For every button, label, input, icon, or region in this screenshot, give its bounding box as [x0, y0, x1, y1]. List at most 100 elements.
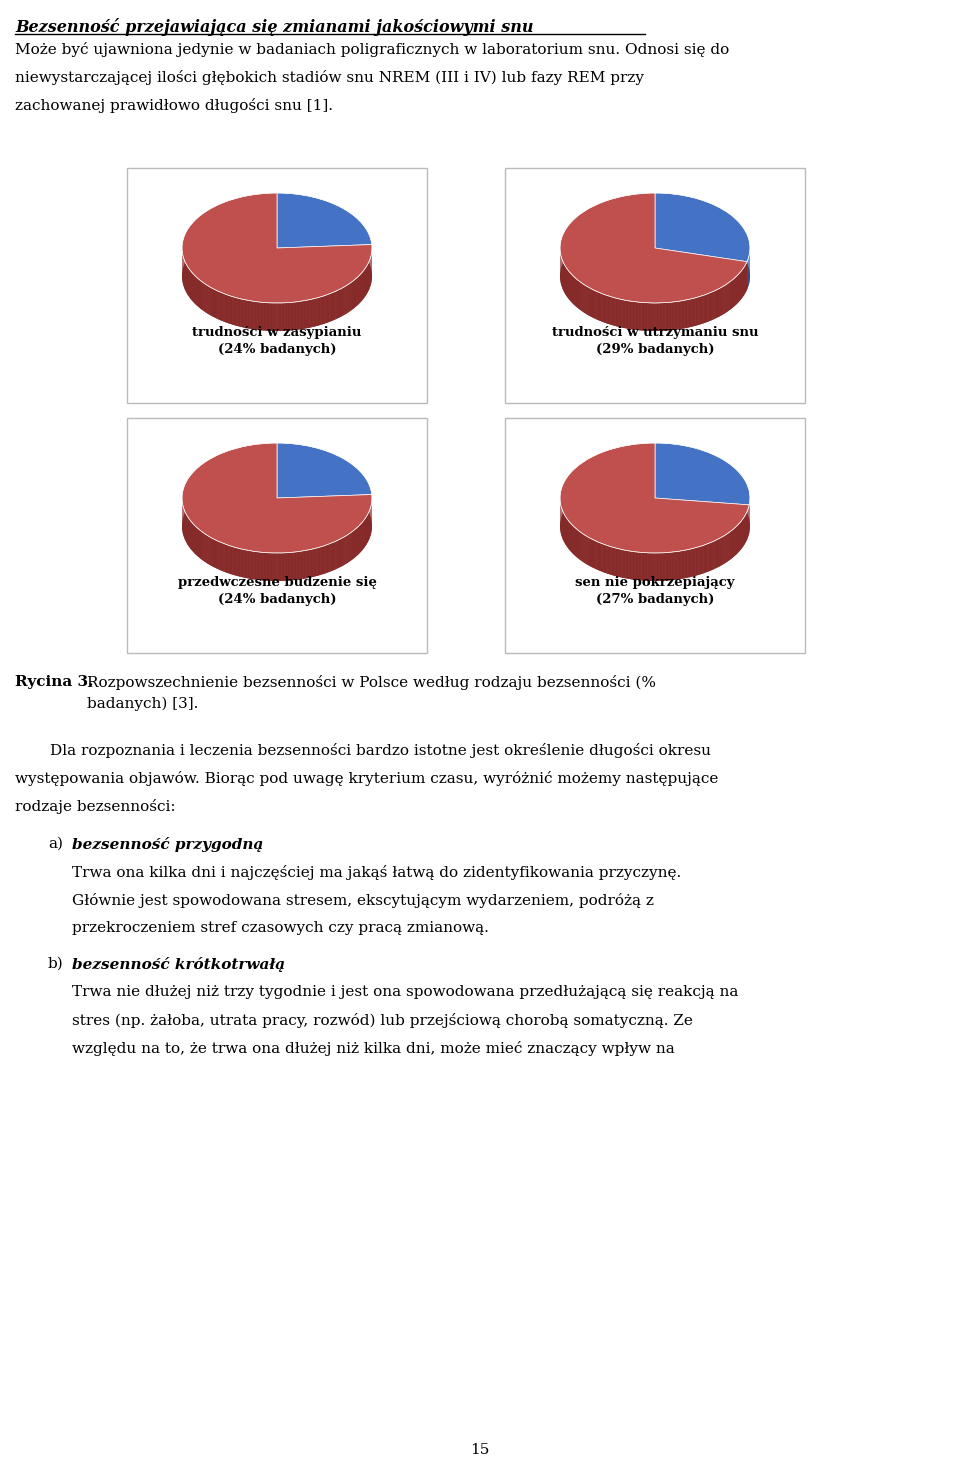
Polygon shape: [613, 548, 615, 575]
Polygon shape: [663, 553, 664, 581]
Polygon shape: [252, 550, 254, 580]
Polygon shape: [681, 301, 683, 328]
Polygon shape: [595, 540, 596, 569]
Polygon shape: [669, 302, 671, 330]
Polygon shape: [310, 299, 311, 327]
Polygon shape: [267, 302, 269, 331]
Text: trudności w zasypianiu: trudności w zasypianiu: [192, 326, 362, 339]
Polygon shape: [319, 298, 320, 326]
Polygon shape: [261, 302, 263, 330]
Polygon shape: [592, 539, 593, 568]
Polygon shape: [317, 548, 319, 575]
Polygon shape: [693, 548, 695, 577]
Polygon shape: [320, 546, 321, 575]
Polygon shape: [661, 302, 663, 331]
Polygon shape: [324, 295, 326, 324]
Polygon shape: [695, 298, 696, 326]
Polygon shape: [711, 542, 713, 571]
Polygon shape: [311, 549, 313, 577]
FancyBboxPatch shape: [505, 168, 805, 403]
Polygon shape: [271, 553, 272, 581]
Polygon shape: [706, 545, 707, 572]
Polygon shape: [336, 540, 337, 569]
Polygon shape: [705, 295, 706, 323]
Polygon shape: [218, 542, 219, 569]
Wedge shape: [277, 442, 372, 498]
Polygon shape: [304, 301, 306, 328]
Polygon shape: [279, 553, 280, 581]
Polygon shape: [666, 302, 668, 330]
Polygon shape: [340, 539, 341, 568]
Polygon shape: [650, 553, 651, 581]
FancyBboxPatch shape: [127, 418, 427, 653]
Polygon shape: [586, 536, 587, 565]
Polygon shape: [647, 302, 648, 331]
Polygon shape: [229, 295, 230, 324]
Polygon shape: [663, 302, 664, 331]
Polygon shape: [334, 292, 335, 320]
Polygon shape: [696, 298, 698, 326]
Polygon shape: [629, 301, 631, 328]
Polygon shape: [607, 295, 609, 324]
Text: Może być ujawniona jedynie w badaniach poligraficznych w laboratorium snu. Odnos: Może być ujawniona jedynie w badaniach p…: [15, 42, 730, 57]
Polygon shape: [598, 292, 600, 321]
Polygon shape: [710, 292, 711, 321]
Polygon shape: [327, 545, 328, 572]
Polygon shape: [228, 295, 229, 324]
Polygon shape: [296, 302, 297, 330]
Polygon shape: [600, 543, 601, 571]
Polygon shape: [338, 539, 340, 568]
Polygon shape: [645, 553, 647, 581]
Text: przekroczeniem stref czasowych czy pracą zmianową.: przekroczeniem stref czasowych czy pracą…: [72, 921, 489, 934]
Text: (24% badanych): (24% badanych): [218, 593, 336, 606]
Polygon shape: [605, 545, 606, 572]
Polygon shape: [720, 537, 721, 566]
Polygon shape: [635, 302, 636, 330]
Polygon shape: [683, 550, 684, 578]
Polygon shape: [583, 283, 584, 312]
Polygon shape: [723, 536, 724, 565]
Polygon shape: [264, 302, 266, 330]
Polygon shape: [685, 550, 686, 578]
Ellipse shape: [560, 220, 750, 331]
Polygon shape: [331, 543, 332, 571]
Polygon shape: [260, 552, 261, 580]
Polygon shape: [619, 549, 620, 577]
Polygon shape: [702, 546, 703, 574]
Polygon shape: [668, 552, 669, 581]
Polygon shape: [590, 288, 591, 317]
Text: występowania objawów. Biorąc pod uwagę kryterium czasu, wyróżnić możemy następuj: występowania objawów. Biorąc pod uwagę k…: [15, 771, 718, 785]
Polygon shape: [204, 533, 205, 562]
Polygon shape: [288, 302, 290, 330]
Polygon shape: [612, 548, 613, 575]
Polygon shape: [335, 542, 336, 569]
Polygon shape: [234, 298, 236, 326]
Polygon shape: [344, 536, 345, 565]
Polygon shape: [212, 288, 213, 317]
Polygon shape: [214, 289, 216, 318]
Polygon shape: [612, 298, 613, 326]
Polygon shape: [684, 550, 685, 578]
Polygon shape: [337, 291, 338, 318]
Text: sen nie pokrzepiający: sen nie pokrzepiający: [575, 577, 734, 588]
Polygon shape: [696, 548, 698, 575]
Polygon shape: [727, 283, 728, 312]
Text: Rycina 3.: Rycina 3.: [15, 675, 93, 689]
Polygon shape: [250, 301, 252, 328]
Polygon shape: [209, 286, 210, 315]
Polygon shape: [653, 553, 655, 581]
Polygon shape: [675, 552, 677, 580]
Polygon shape: [719, 288, 720, 317]
Polygon shape: [589, 537, 590, 566]
Polygon shape: [240, 299, 241, 327]
Text: (27% badanych): (27% badanych): [596, 593, 714, 606]
Polygon shape: [301, 301, 303, 328]
Polygon shape: [639, 302, 641, 330]
Polygon shape: [618, 299, 619, 327]
Polygon shape: [336, 291, 337, 320]
Text: bezsenność krótkotrwałą: bezsenność krótkotrwałą: [72, 956, 285, 972]
Polygon shape: [714, 540, 715, 569]
Polygon shape: [606, 295, 607, 324]
Polygon shape: [722, 286, 723, 315]
Polygon shape: [620, 549, 622, 578]
